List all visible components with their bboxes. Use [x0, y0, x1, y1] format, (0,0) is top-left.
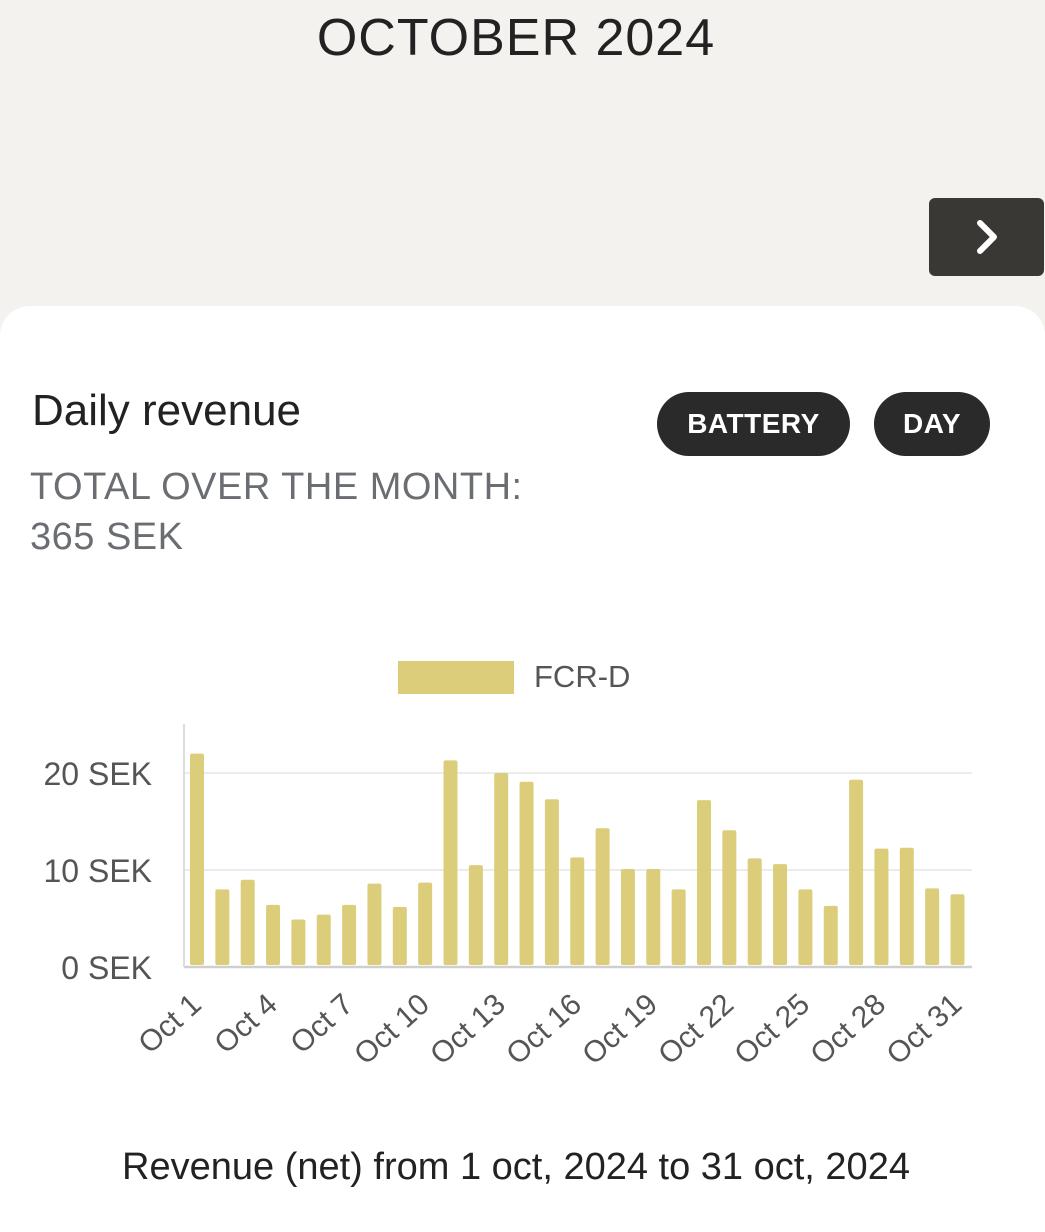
bar	[874, 849, 888, 965]
y-tick-label: 0 SEK	[61, 950, 152, 986]
bar	[646, 869, 660, 965]
bar	[444, 760, 458, 965]
battery-filter-button[interactable]: BATTERY	[657, 392, 850, 456]
chevron-right-icon	[972, 219, 1002, 255]
bar	[545, 799, 559, 965]
bar	[367, 884, 381, 965]
bar	[596, 828, 610, 965]
bar	[672, 889, 686, 965]
x-tick-label: Oct 28	[804, 988, 892, 1072]
bar	[722, 830, 736, 965]
bar	[291, 919, 305, 965]
day-filter-button[interactable]: DAY	[874, 392, 990, 456]
bar	[393, 907, 407, 965]
bar	[697, 800, 711, 965]
next-month-button[interactable]	[929, 198, 1044, 276]
bar	[266, 905, 280, 965]
bar	[798, 889, 812, 965]
x-tick-label: Oct 19	[576, 988, 664, 1072]
bar	[241, 880, 255, 965]
total-value: 365 SEK	[30, 516, 184, 559]
bar	[824, 906, 838, 965]
bar	[342, 905, 356, 965]
chart-caption: Revenue (net) from 1 oct, 2024 to 31 oct…	[0, 1146, 1032, 1189]
y-tick-label: 10 SEK	[43, 853, 152, 889]
revenue-card: Daily revenue TOTAL OVER THE MONTH: 365 …	[0, 306, 1045, 1232]
legend-swatch	[398, 661, 514, 694]
month-title: OCTOBER 2024	[0, 8, 1032, 68]
x-tick-label: Oct 25	[728, 988, 816, 1072]
total-label: TOTAL OVER THE MONTH:	[30, 466, 523, 509]
x-tick-label: Oct 4	[208, 988, 283, 1061]
bar	[570, 857, 584, 965]
x-tick-label: Oct 16	[500, 988, 588, 1072]
legend-label: FCR-D	[534, 659, 630, 694]
bar	[520, 782, 534, 965]
bar	[418, 883, 432, 965]
bar	[621, 869, 635, 965]
x-tick-label: Oct 31	[880, 988, 968, 1072]
bar	[951, 894, 965, 965]
card-title: Daily revenue	[32, 386, 301, 436]
bar	[190, 754, 204, 965]
x-tick-label: Oct 1	[132, 988, 207, 1061]
bar	[925, 888, 939, 965]
bar	[748, 858, 762, 965]
bar	[317, 915, 331, 965]
x-tick-label: Oct 22	[652, 988, 740, 1072]
bar	[900, 848, 914, 965]
x-tick-label: Oct 7	[284, 988, 359, 1061]
bar	[849, 780, 863, 965]
bar	[469, 865, 483, 965]
bar	[494, 773, 508, 965]
y-tick-label: 20 SEK	[43, 756, 152, 792]
bar	[215, 889, 229, 965]
x-tick-label: Oct 10	[348, 988, 436, 1072]
bar	[773, 864, 787, 965]
x-tick-label: Oct 13	[424, 988, 512, 1072]
